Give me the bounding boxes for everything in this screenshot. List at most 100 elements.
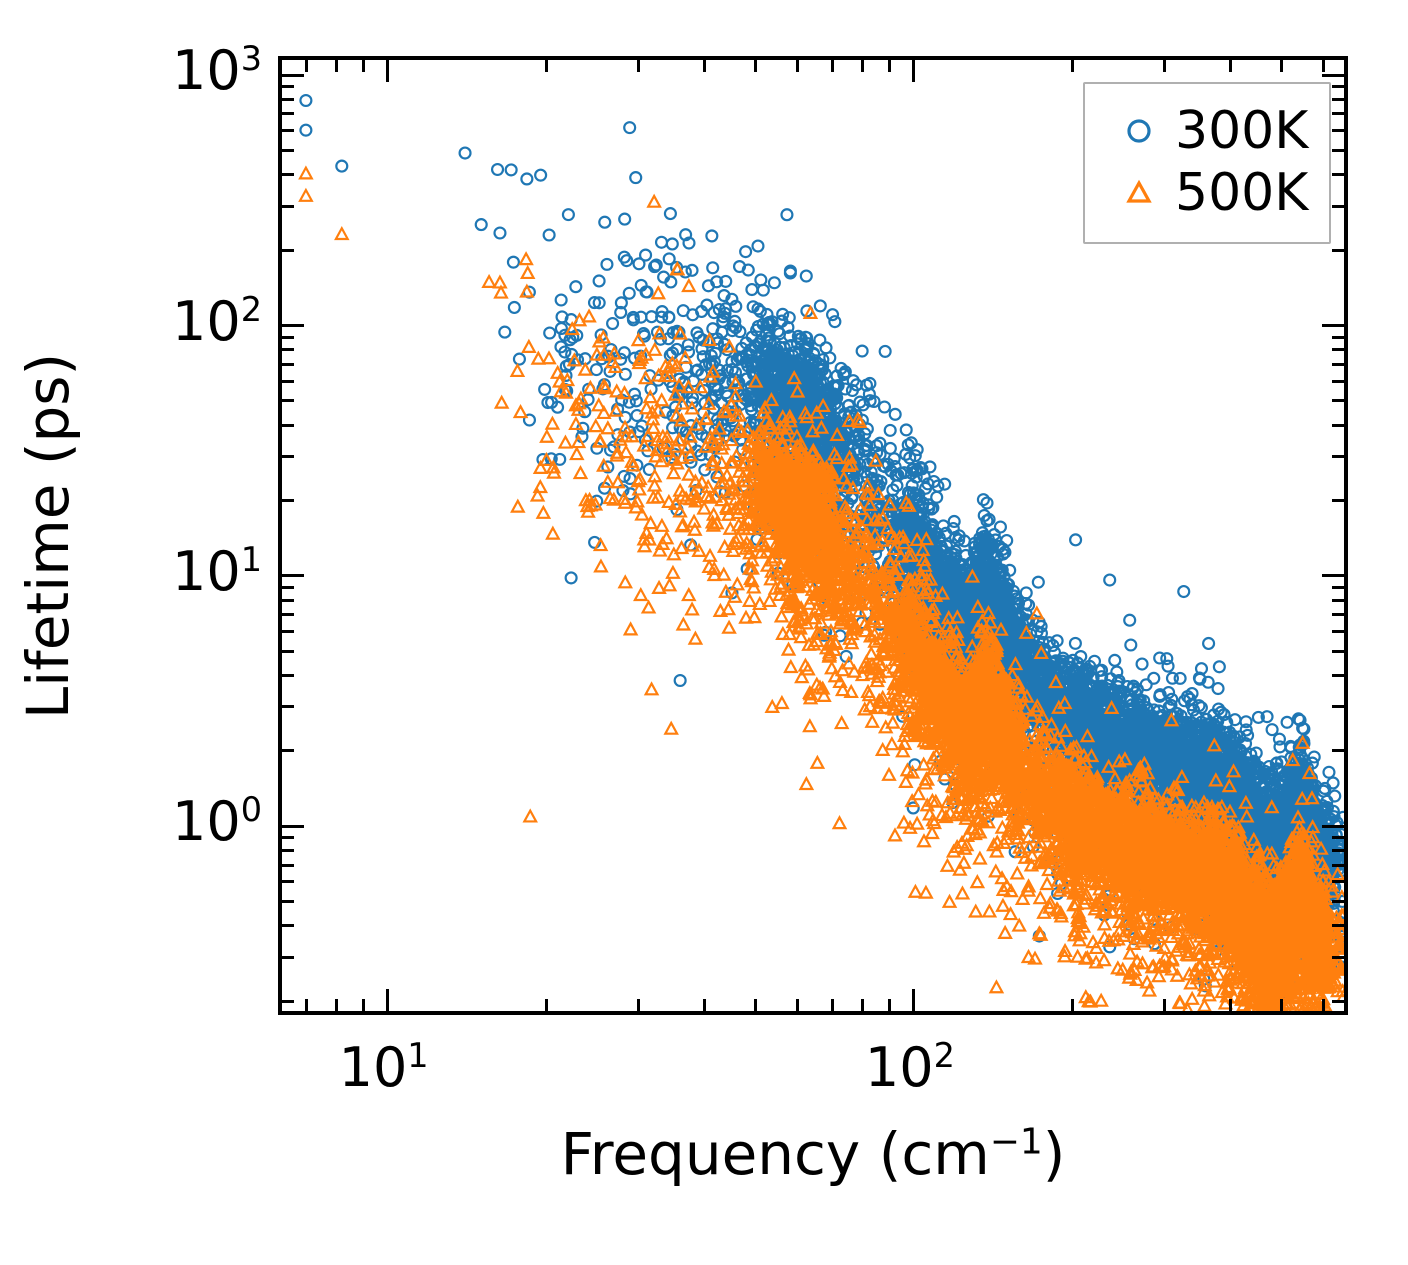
x-axis-tick [703, 999, 706, 1011]
y-axis-tick [282, 599, 294, 602]
y-axis-tick [282, 630, 294, 633]
y-axis-tick [1332, 399, 1344, 402]
y-axis-label: Lifetime (ps) [14, 352, 82, 718]
x-axis-tick [1163, 999, 1166, 1011]
legend-label-500k: 500K [1175, 163, 1311, 223]
y-axis-tick [1332, 900, 1344, 903]
y-axis-tick [282, 173, 294, 176]
y-axis-tick [282, 149, 294, 152]
x-axis-tick [1163, 60, 1166, 72]
y-axis-tick [1332, 864, 1344, 867]
x-axis-tick [912, 989, 915, 1011]
y-tick-label: 102 [172, 295, 262, 349]
x-axis-tick [1071, 999, 1074, 1011]
y-axis-tick [282, 205, 294, 208]
legend-triangle-icon [1103, 176, 1175, 210]
y-axis-tick [1332, 924, 1344, 927]
y-axis-tick [1332, 85, 1344, 88]
y-axis-tick [282, 85, 294, 88]
y-axis-tick [1332, 98, 1344, 101]
x-axis-tick [831, 60, 834, 72]
x-axis-tick [362, 60, 365, 72]
y-axis-tick [1332, 599, 1344, 602]
legend-label-300k: 300K [1175, 101, 1311, 161]
x-axis-tick [305, 60, 308, 72]
y-axis-tick [282, 324, 304, 327]
y-axis-tick [1332, 173, 1344, 176]
x-axis-tick [362, 999, 365, 1011]
y-axis-tick [1322, 74, 1344, 77]
x-axis-tick [1229, 999, 1232, 1011]
y-axis-tick [282, 864, 294, 867]
y-axis-tick [1332, 380, 1344, 383]
x-axis-tick [861, 60, 864, 72]
x-axis-tick [1071, 60, 1074, 72]
y-axis-tick [282, 574, 304, 577]
scatter-series-500k [300, 168, 1344, 1011]
y-axis-tick [282, 1000, 294, 1003]
y-axis-tick [282, 74, 304, 77]
y-axis-tick [1332, 749, 1344, 752]
y-axis-tick [1332, 424, 1344, 427]
x-axis-tick [1280, 60, 1283, 72]
x-axis-tick [637, 60, 640, 72]
x-axis-tick [754, 60, 757, 72]
x-axis-tick [335, 999, 338, 1011]
y-axis-tick [1332, 129, 1344, 132]
y-tick-label: 103 [172, 44, 262, 98]
y-axis-tick [282, 380, 294, 383]
x-axis-tick [703, 60, 706, 72]
y-axis-label-container: Lifetime (ps) [0, 56, 96, 1015]
y-axis-tick [282, 98, 294, 101]
y-axis-tick [282, 112, 294, 115]
y-axis-tick [1332, 205, 1344, 208]
y-axis-tick [282, 749, 294, 752]
x-axis-tick [1229, 60, 1232, 72]
y-axis-tick [1332, 956, 1344, 959]
y-tick-label: 100 [172, 795, 262, 849]
x-axis-tick [1322, 60, 1325, 72]
y-axis-tick [282, 586, 294, 589]
x-axis-tick [831, 999, 834, 1011]
x-axis-tick [545, 60, 548, 72]
y-axis-tick [282, 336, 294, 339]
x-axis-tick [637, 999, 640, 1011]
y-axis-tick [1332, 705, 1344, 708]
y-axis-tick [282, 424, 294, 427]
y-axis-tick [282, 363, 294, 366]
x-axis-tick [754, 999, 757, 1011]
y-axis-tick [282, 674, 294, 677]
y-axis-tick [282, 399, 294, 402]
y-axis-tick [282, 900, 294, 903]
legend-circle-icon [1103, 114, 1175, 148]
y-axis-tick [282, 348, 294, 351]
x-axis-label: Frequency (cm−1) [278, 1120, 1348, 1188]
y-axis-tick [1332, 836, 1344, 839]
y-axis-tick [1322, 825, 1344, 828]
y-axis-tick [282, 613, 294, 616]
y-axis-tick [1332, 499, 1344, 502]
x-axis-tick [386, 989, 389, 1011]
y-axis-tick [282, 924, 294, 927]
x-axis-tick [888, 999, 891, 1011]
x-axis-tick [1322, 999, 1325, 1011]
x-axis-tick [386, 60, 389, 82]
y-axis-tick [282, 836, 294, 839]
legend-item-300k[interactable]: 300K [1103, 100, 1311, 162]
legend-item-500k[interactable]: 500K [1103, 162, 1311, 224]
y-axis-tick [1332, 674, 1344, 677]
y-axis-tick [1332, 650, 1344, 653]
y-axis-tick [1332, 630, 1344, 633]
y-axis-tick [1332, 249, 1344, 252]
x-axis-tick [305, 999, 308, 1011]
y-axis-tick [282, 849, 294, 852]
x-axis-tick [796, 60, 799, 72]
x-axis-tick [1280, 999, 1283, 1011]
y-axis-tick [1332, 336, 1344, 339]
y-tick-label: 101 [172, 545, 262, 599]
y-axis-tick [282, 455, 294, 458]
x-axis-tick [545, 999, 548, 1011]
x-axis-tick [335, 60, 338, 72]
y-axis-tick [1332, 613, 1344, 616]
